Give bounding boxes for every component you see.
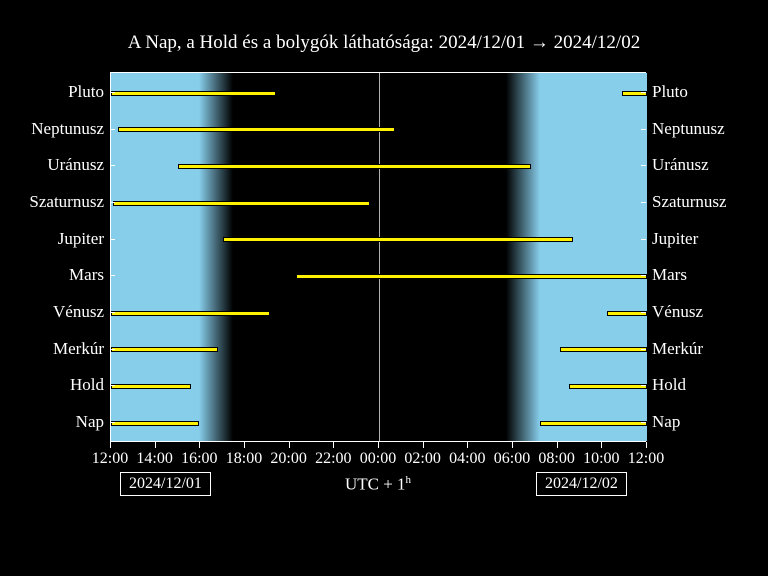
body-label-left: Merkúr xyxy=(53,339,104,359)
x-tick-label: 06:00 xyxy=(490,450,534,468)
x-tick-label: 18:00 xyxy=(222,450,266,468)
x-tick-label: 16:00 xyxy=(177,450,221,468)
body-label-right: Jupiter xyxy=(652,229,698,249)
body-label-right: Nap xyxy=(652,412,680,432)
x-tick-label: 00:00 xyxy=(356,450,400,468)
visibility-bar xyxy=(569,384,647,389)
body-label-right: Hold xyxy=(652,375,686,395)
body-label-right: Vénusz xyxy=(652,302,703,322)
plot-area xyxy=(110,72,646,442)
visibility-bar xyxy=(560,347,647,352)
date-box-end: 2024/12/02 xyxy=(536,472,627,496)
body-label-right: Pluto xyxy=(652,82,688,102)
timezone-label: UTC + 1h xyxy=(328,474,428,495)
x-tick-label: 12:00 xyxy=(88,450,132,468)
body-label-right: Uránusz xyxy=(652,155,709,175)
visibility-bar xyxy=(111,421,199,426)
x-tick-label: 20:00 xyxy=(267,450,311,468)
visibility-bar xyxy=(178,164,531,169)
body-label-left: Hold xyxy=(70,375,104,395)
x-tick-label: 22:00 xyxy=(311,450,355,468)
chart-title: A Nap, a Hold és a bolygók láthatósága: … xyxy=(0,32,768,54)
visibility-bar xyxy=(540,421,647,426)
body-label-left: Pluto xyxy=(68,82,104,102)
body-label-right: Merkúr xyxy=(652,339,703,359)
x-tick-label: 02:00 xyxy=(401,450,445,468)
body-label-left: Szaturnusz xyxy=(29,192,104,212)
visibility-bar xyxy=(111,311,270,316)
visibility-bar xyxy=(223,237,574,242)
body-label-left: Vénusz xyxy=(53,302,104,322)
body-label-left: Jupiter xyxy=(58,229,104,249)
x-tick-label: 14:00 xyxy=(133,450,177,468)
body-label-left: Mars xyxy=(69,265,104,285)
visibility-bar xyxy=(111,347,218,352)
body-label-right: Szaturnusz xyxy=(652,192,727,212)
visibility-bar xyxy=(111,384,191,389)
body-label-left: Neptunusz xyxy=(31,119,104,139)
x-tick-label: 10:00 xyxy=(579,450,623,468)
visibility-chart: A Nap, a Hold és a bolygók láthatósága: … xyxy=(0,0,768,576)
x-tick-label: 12:00 xyxy=(624,450,668,468)
body-label-left: Nap xyxy=(76,412,104,432)
visibility-bar xyxy=(296,274,647,279)
visibility-bar xyxy=(113,201,370,206)
body-label-right: Mars xyxy=(652,265,687,285)
visibility-bar xyxy=(111,91,276,96)
body-label-left: Uránusz xyxy=(47,155,104,175)
date-box-start: 2024/12/01 xyxy=(120,472,211,496)
body-label-right: Neptunusz xyxy=(652,119,725,139)
x-tick-label: 04:00 xyxy=(445,450,489,468)
visibility-bar xyxy=(118,127,395,132)
x-tick-label: 08:00 xyxy=(535,450,579,468)
